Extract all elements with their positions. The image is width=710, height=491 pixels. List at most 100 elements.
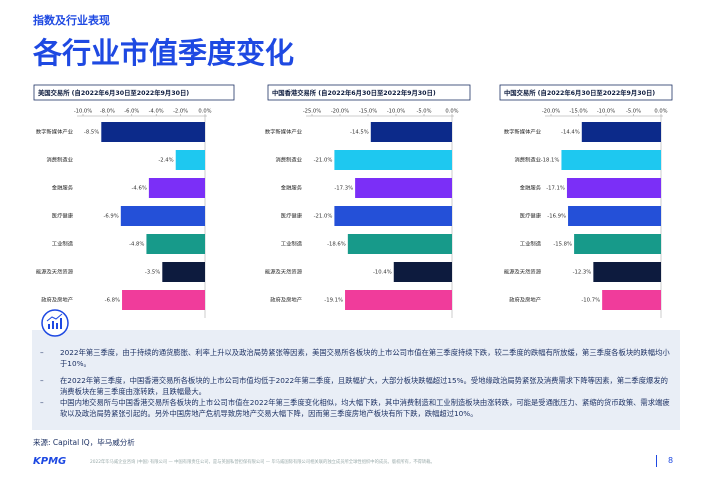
bar — [561, 150, 661, 170]
x-tick-label: 0.0% — [654, 109, 667, 115]
bar — [120, 206, 205, 226]
value-label: -3.5% — [145, 270, 160, 276]
chart-icon — [41, 309, 69, 337]
charts: 美国交易所 (自2022年6月30日至2022年9月30日) -10.0% -8.0… — [33, 84, 673, 318]
bar — [101, 122, 205, 142]
x-tick-label: -10.0% — [74, 109, 92, 115]
category-label: 消费制造业 — [276, 156, 303, 164]
category-label: 工业制造 — [52, 240, 74, 248]
value-label: -16.9% — [547, 214, 566, 220]
chart-title-box — [33, 84, 235, 101]
category-label: 能源及天然资源 — [36, 268, 74, 276]
chart-title: 中国香港交易所 (自2022年6月30日至2022年9月30日) — [272, 88, 436, 97]
category-label: 金融服务 — [52, 184, 74, 192]
bar — [581, 122, 661, 142]
bar — [393, 262, 452, 282]
x-tick-label: -10.0% — [597, 109, 615, 115]
bar — [146, 234, 205, 254]
x-tick-label: -5.0% — [416, 109, 431, 115]
bullet: 2022年第三季度，由于持续的通货膨胀、利率上升以及政治局势紧张等因素，美国交易… — [40, 347, 672, 369]
divider — [656, 455, 657, 467]
value-label: -6.8% — [105, 298, 120, 304]
bullet: 中国内地交易所与中国香港交易所各板块的上市公司市值在2022年第三季度变化相似，… — [40, 397, 672, 419]
value-label: -18.6% — [327, 242, 346, 248]
bar — [345, 290, 452, 310]
bar — [122, 290, 205, 310]
bar — [355, 178, 452, 198]
category-label: 政府及房地产 — [270, 296, 302, 304]
value-label: -15.8% — [553, 242, 572, 248]
value-label: -8.5% — [84, 130, 99, 136]
bar — [593, 262, 661, 282]
bar — [370, 122, 452, 142]
section-label: 指数及行业表现 — [33, 14, 110, 27]
logo: KPMG — [33, 456, 67, 467]
legal: 2022年毕马威企业咨询 (中国) 有限公司 — 中国有限责任公司，是与英国私营… — [90, 460, 435, 465]
chart-title: 中国交易所 (自2022年6月30日至2022年9月30日) — [504, 88, 655, 97]
category-label: 消费制造业 — [515, 156, 542, 164]
value-label: -4.8% — [129, 242, 144, 248]
category-label: 工业制造 — [520, 240, 542, 248]
category-label: 数字新媒体产业 — [36, 128, 73, 136]
x-tick-label: -20.0% — [542, 109, 560, 115]
bar — [602, 290, 661, 310]
x-tick-label: -8.0% — [100, 109, 115, 115]
x-tick-label: -2.0% — [173, 109, 188, 115]
value-label: -12.3% — [573, 270, 592, 276]
page-number: 8 — [668, 456, 674, 465]
value-label: -21.0% — [314, 158, 333, 164]
commentary-box: 2022年第三季度，由于持续的通货膨胀、利率上升以及政治局势紧张等因素，美国交易… — [32, 330, 680, 430]
category-label: 工业制造 — [281, 240, 303, 248]
bar — [574, 234, 661, 254]
source: 来源: Capital IQ，毕马威分析 — [33, 438, 135, 447]
value-label: -19.1% — [324, 298, 343, 304]
x-tick-label: 0.0% — [445, 109, 458, 115]
chart-title: 美国交易所 (自2022年6月30日至2022年9月30日) — [38, 88, 189, 97]
value-label: -10.4% — [373, 270, 392, 276]
page-title: 各行业市值季度变化 — [33, 36, 295, 70]
category-label: 能源及天然资源 — [504, 268, 542, 276]
value-label: -6.9% — [103, 214, 118, 220]
value-label: -17.1% — [546, 186, 565, 192]
category-label: 医疗健康 — [52, 212, 74, 220]
category-label: 数字新媒体产业 — [504, 128, 541, 136]
value-label: -4.6% — [132, 186, 147, 192]
value-label: -21.0% — [314, 214, 333, 220]
category-label: 政府及房地产 — [509, 296, 541, 304]
value-label: -2.4% — [158, 158, 173, 164]
bar — [162, 262, 205, 282]
chart-title-box — [499, 84, 673, 101]
value-label: -10.7% — [581, 298, 600, 304]
value-label: -14.5% — [350, 130, 369, 136]
bullet: 在2022年第三季度，中国香港交易所各板块的上市公司市值均低于2022年第二季度… — [40, 375, 672, 397]
x-tick-label: -4.0% — [149, 109, 164, 115]
bar — [566, 178, 661, 198]
bar — [334, 150, 452, 170]
bar — [334, 206, 452, 226]
bar — [148, 178, 205, 198]
chart-title-box — [267, 84, 471, 101]
category-label: 金融服务 — [520, 184, 542, 192]
category-label: 金融服务 — [281, 184, 303, 192]
category-label: 数字新媒体产业 — [265, 128, 302, 136]
bar — [568, 206, 661, 226]
bar — [175, 150, 205, 170]
category-label: 医疗健康 — [281, 212, 303, 220]
x-tick-label: -20.0% — [331, 109, 349, 115]
x-tick-label: -15.0% — [569, 109, 587, 115]
value-label: -14.4% — [561, 130, 580, 136]
category-label: 消费制造业 — [47, 156, 74, 164]
value-label: -18.1% — [541, 158, 560, 164]
x-tick-label: -5.0% — [626, 109, 641, 115]
x-tick-label: -25.0% — [303, 109, 321, 115]
x-tick-label: -6.0% — [124, 109, 139, 115]
x-tick-label: -10.0% — [387, 109, 405, 115]
x-tick-label: 0.0% — [198, 109, 211, 115]
category-label: 医疗健康 — [520, 212, 542, 220]
category-label: 能源及天然资源 — [265, 268, 303, 276]
x-tick-label: -15.0% — [359, 109, 377, 115]
bar — [347, 234, 452, 254]
category-label: 政府及房地产 — [41, 296, 73, 304]
value-label: -17.3% — [334, 186, 353, 192]
